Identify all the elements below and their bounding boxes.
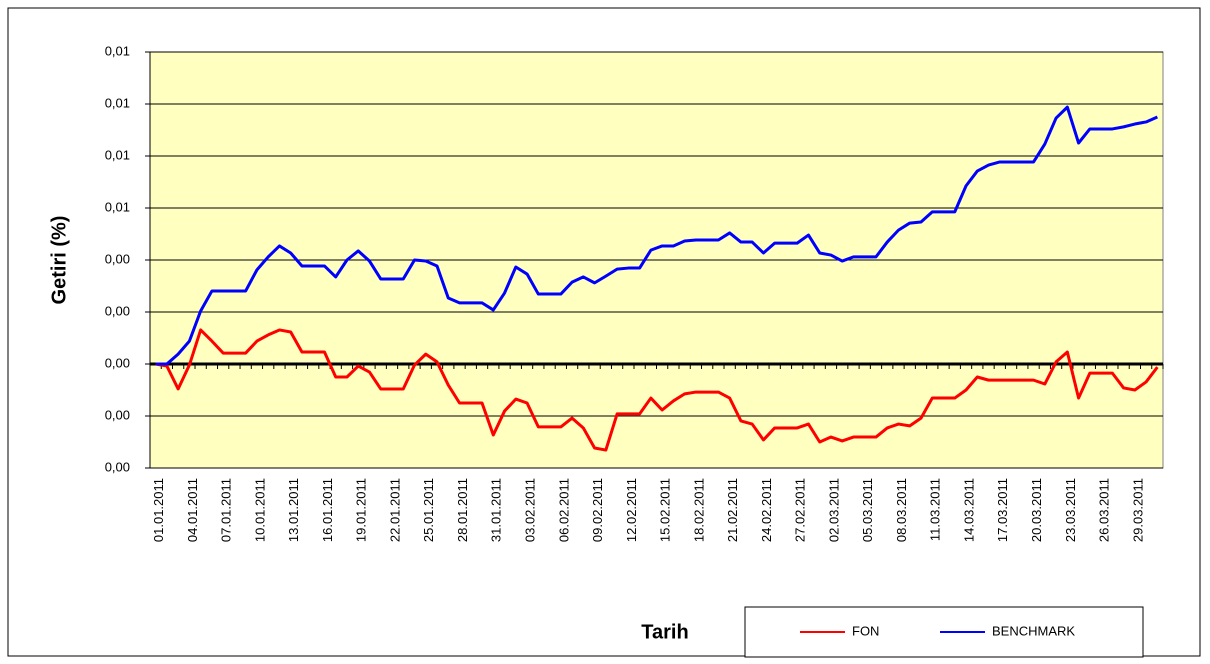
y-tick-label: 0,00 [105,303,130,318]
y-axis-title: Getiri (%) [48,216,70,305]
x-tick-label: 20.03.2011 [1029,478,1044,542]
x-tick-label: 03.02.2011 [522,478,537,542]
x-tick-label: 29.03.2011 [1130,478,1145,542]
series-line [155,328,1159,452]
x-tick-label: 24.02.2011 [759,478,774,542]
x-tick-label: 26.03.2011 [1097,478,1112,542]
y-tick-label: 0,01 [105,147,130,162]
x-tick-label: 05.03.2011 [860,478,875,542]
x-tick-label: 21.02.2011 [725,478,740,542]
series-line [155,105,1158,366]
x-tick-label: 02.03.2011 [826,478,841,542]
legend-label: FON [852,623,879,638]
y-tick-label: 0,00 [105,407,130,422]
y-tick-label: 0,00 [105,355,130,370]
x-tick-label: 09.02.2011 [590,478,605,542]
x-axis-title: Tarih [641,621,688,643]
x-tick-label: 28.01.2011 [455,478,470,542]
x-tick-label: 19.01.2011 [354,478,369,542]
y-tick-label: 0,00 [105,251,130,266]
x-tick-label: 16.01.2011 [320,478,335,542]
x-tick-label: 06.02.2011 [556,478,571,542]
legend-label: BENCHMARK [992,623,1075,638]
x-tick-label: 07.01.2011 [219,478,234,542]
x-tick-label: 13.01.2011 [286,478,301,542]
x-tick-label: 22.01.2011 [387,478,402,542]
x-tick-label: 08.03.2011 [894,478,909,542]
y-tick-label: 0,00 [105,459,130,474]
y-tick-label: 0,01 [105,95,130,110]
y-tick-label: 0,01 [105,43,130,58]
x-tick-label: 01.01.2011 [151,478,166,542]
x-tick-label: 31.01.2011 [489,478,504,542]
x-tick-label: 23.03.2011 [1063,478,1078,542]
x-tick-label: 10.01.2011 [252,478,267,542]
x-tick-label: 25.01.2011 [421,478,436,542]
x-tick-label: 14.03.2011 [961,478,976,542]
x-tick-label: 11.03.2011 [928,478,943,541]
x-tick-label: 12.02.2011 [624,478,639,542]
y-tick-label: 0,01 [105,199,130,214]
x-tick-label: 04.01.2011 [185,478,200,542]
x-tick-label: 27.02.2011 [793,478,808,542]
x-tick-label: 18.02.2011 [691,478,706,542]
x-tick-label: 17.03.2011 [995,478,1010,542]
x-tick-label: 15.02.2011 [658,478,673,542]
